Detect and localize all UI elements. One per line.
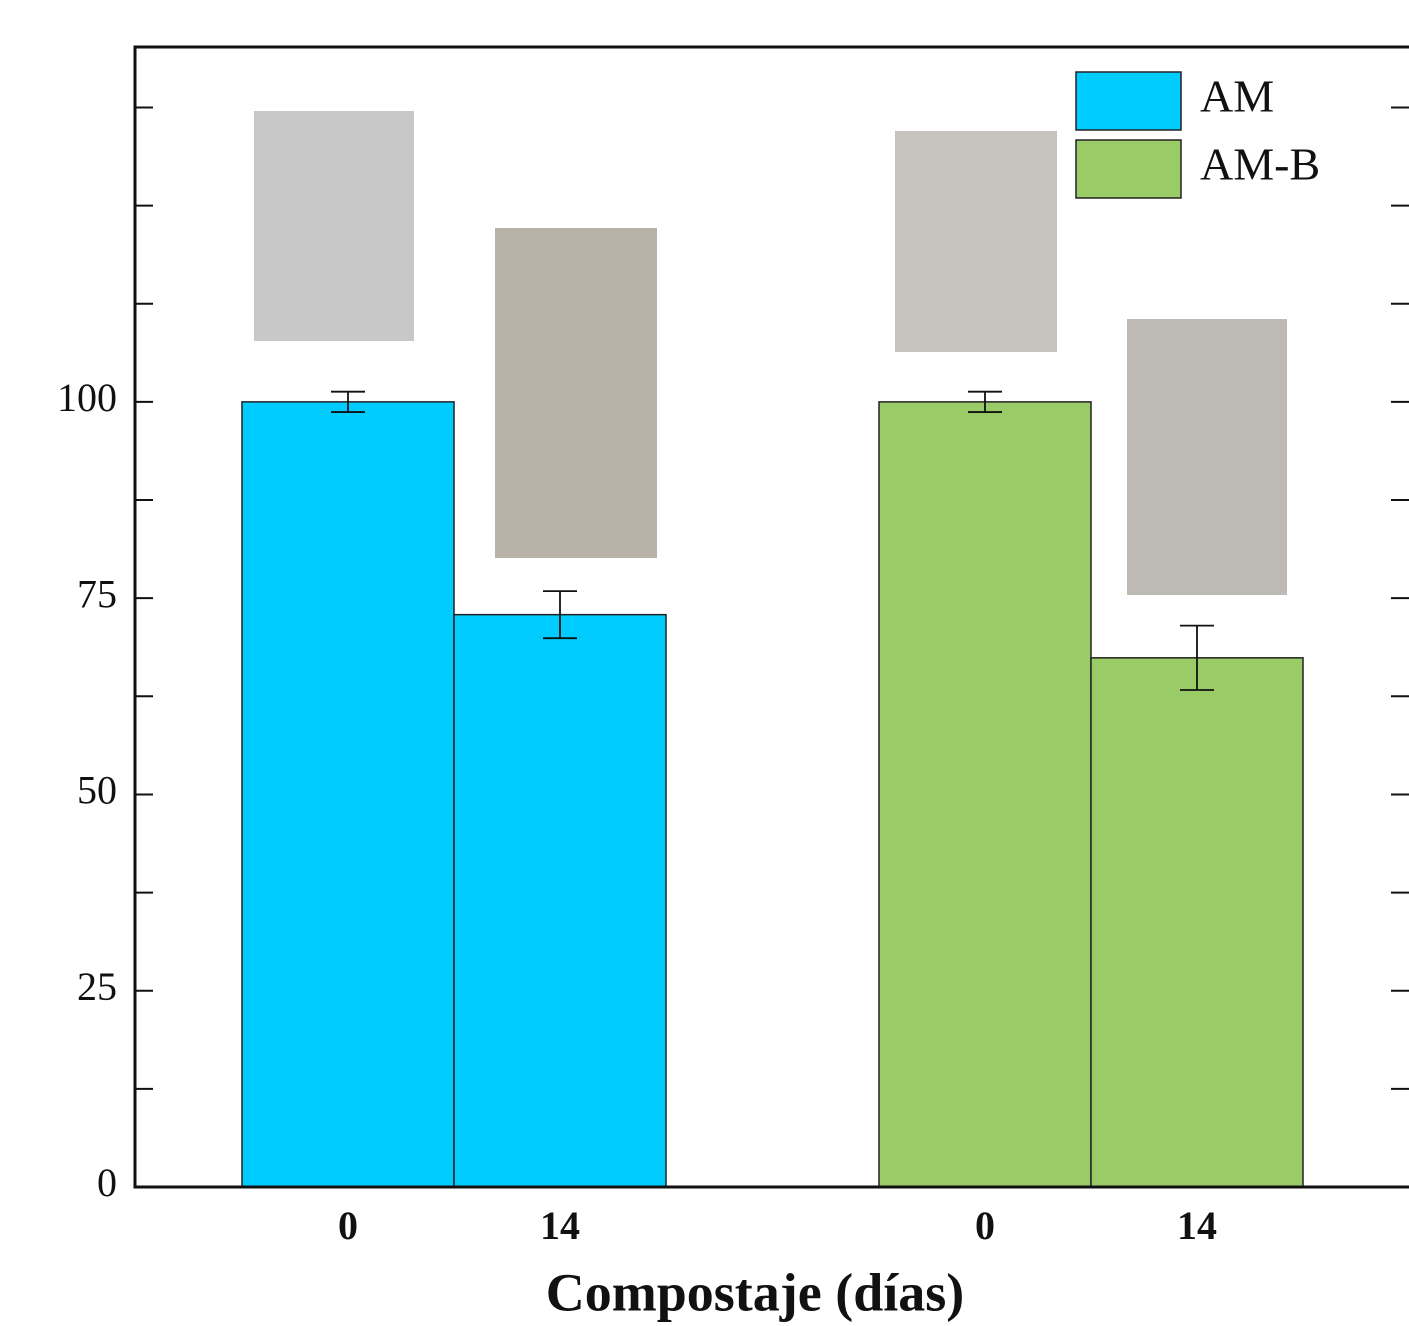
x-tick-label: 14: [1177, 1203, 1217, 1248]
chart: Compostaje (días) 0 25 50 75 100 0 14 0 14 AM AM-B: [0, 0, 1409, 1326]
legend-swatch: [1076, 72, 1181, 130]
photo: [254, 111, 414, 341]
bar: [454, 615, 666, 1187]
bar: [879, 402, 1091, 1187]
legend-label: AM: [1200, 71, 1274, 122]
bar: [242, 402, 454, 1187]
legend-label: AM-B: [1200, 139, 1320, 190]
x-tick-label: 0: [975, 1203, 995, 1248]
photo: [495, 228, 657, 558]
x-tick-label: 14: [540, 1203, 580, 1248]
y-tick-label: 0: [97, 1160, 117, 1205]
x-tick-label: 0: [338, 1203, 358, 1248]
photo: [895, 131, 1057, 352]
x-axis-title: Compostaje (días): [546, 1262, 964, 1322]
legend-swatch: [1076, 140, 1181, 198]
y-tick-label: 50: [77, 768, 117, 813]
y-tick-label: 100: [57, 375, 117, 420]
bar: [1091, 658, 1303, 1187]
y-tick-label: 75: [77, 571, 117, 616]
y-tick-label: 25: [77, 964, 117, 1009]
photo: [1127, 319, 1287, 595]
